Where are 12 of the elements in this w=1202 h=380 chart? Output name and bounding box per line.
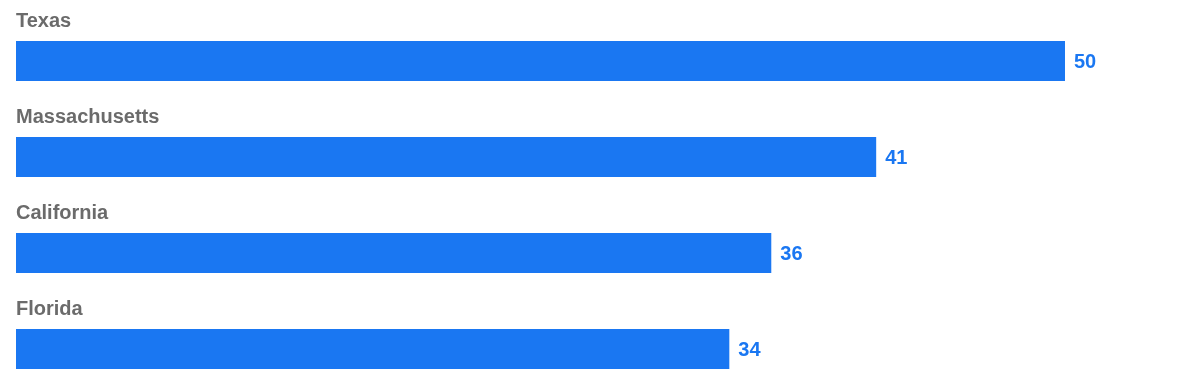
bar <box>16 137 877 177</box>
bar <box>16 233 772 273</box>
y-tick-label: Massachusetts <box>16 105 160 127</box>
bar <box>16 329 730 369</box>
y-tick-label: Florida <box>16 297 84 319</box>
data-label: 34 <box>738 338 762 360</box>
y-tick-label: Texas <box>16 9 72 31</box>
data-label: 41 <box>885 146 908 168</box>
bar <box>16 41 1065 81</box>
data-label: 36 <box>780 242 803 264</box>
y-tick-label: California <box>16 201 110 223</box>
data-label: 50 <box>1074 50 1097 72</box>
